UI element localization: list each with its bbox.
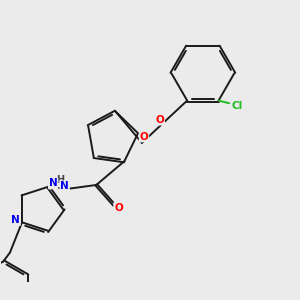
Text: N: N — [60, 181, 69, 191]
Text: O: O — [155, 115, 164, 125]
Text: N: N — [49, 178, 58, 188]
Text: O: O — [140, 131, 148, 142]
Text: O: O — [114, 203, 123, 213]
Text: H: H — [56, 175, 64, 185]
Text: N: N — [11, 215, 20, 225]
Text: Cl: Cl — [231, 100, 242, 110]
